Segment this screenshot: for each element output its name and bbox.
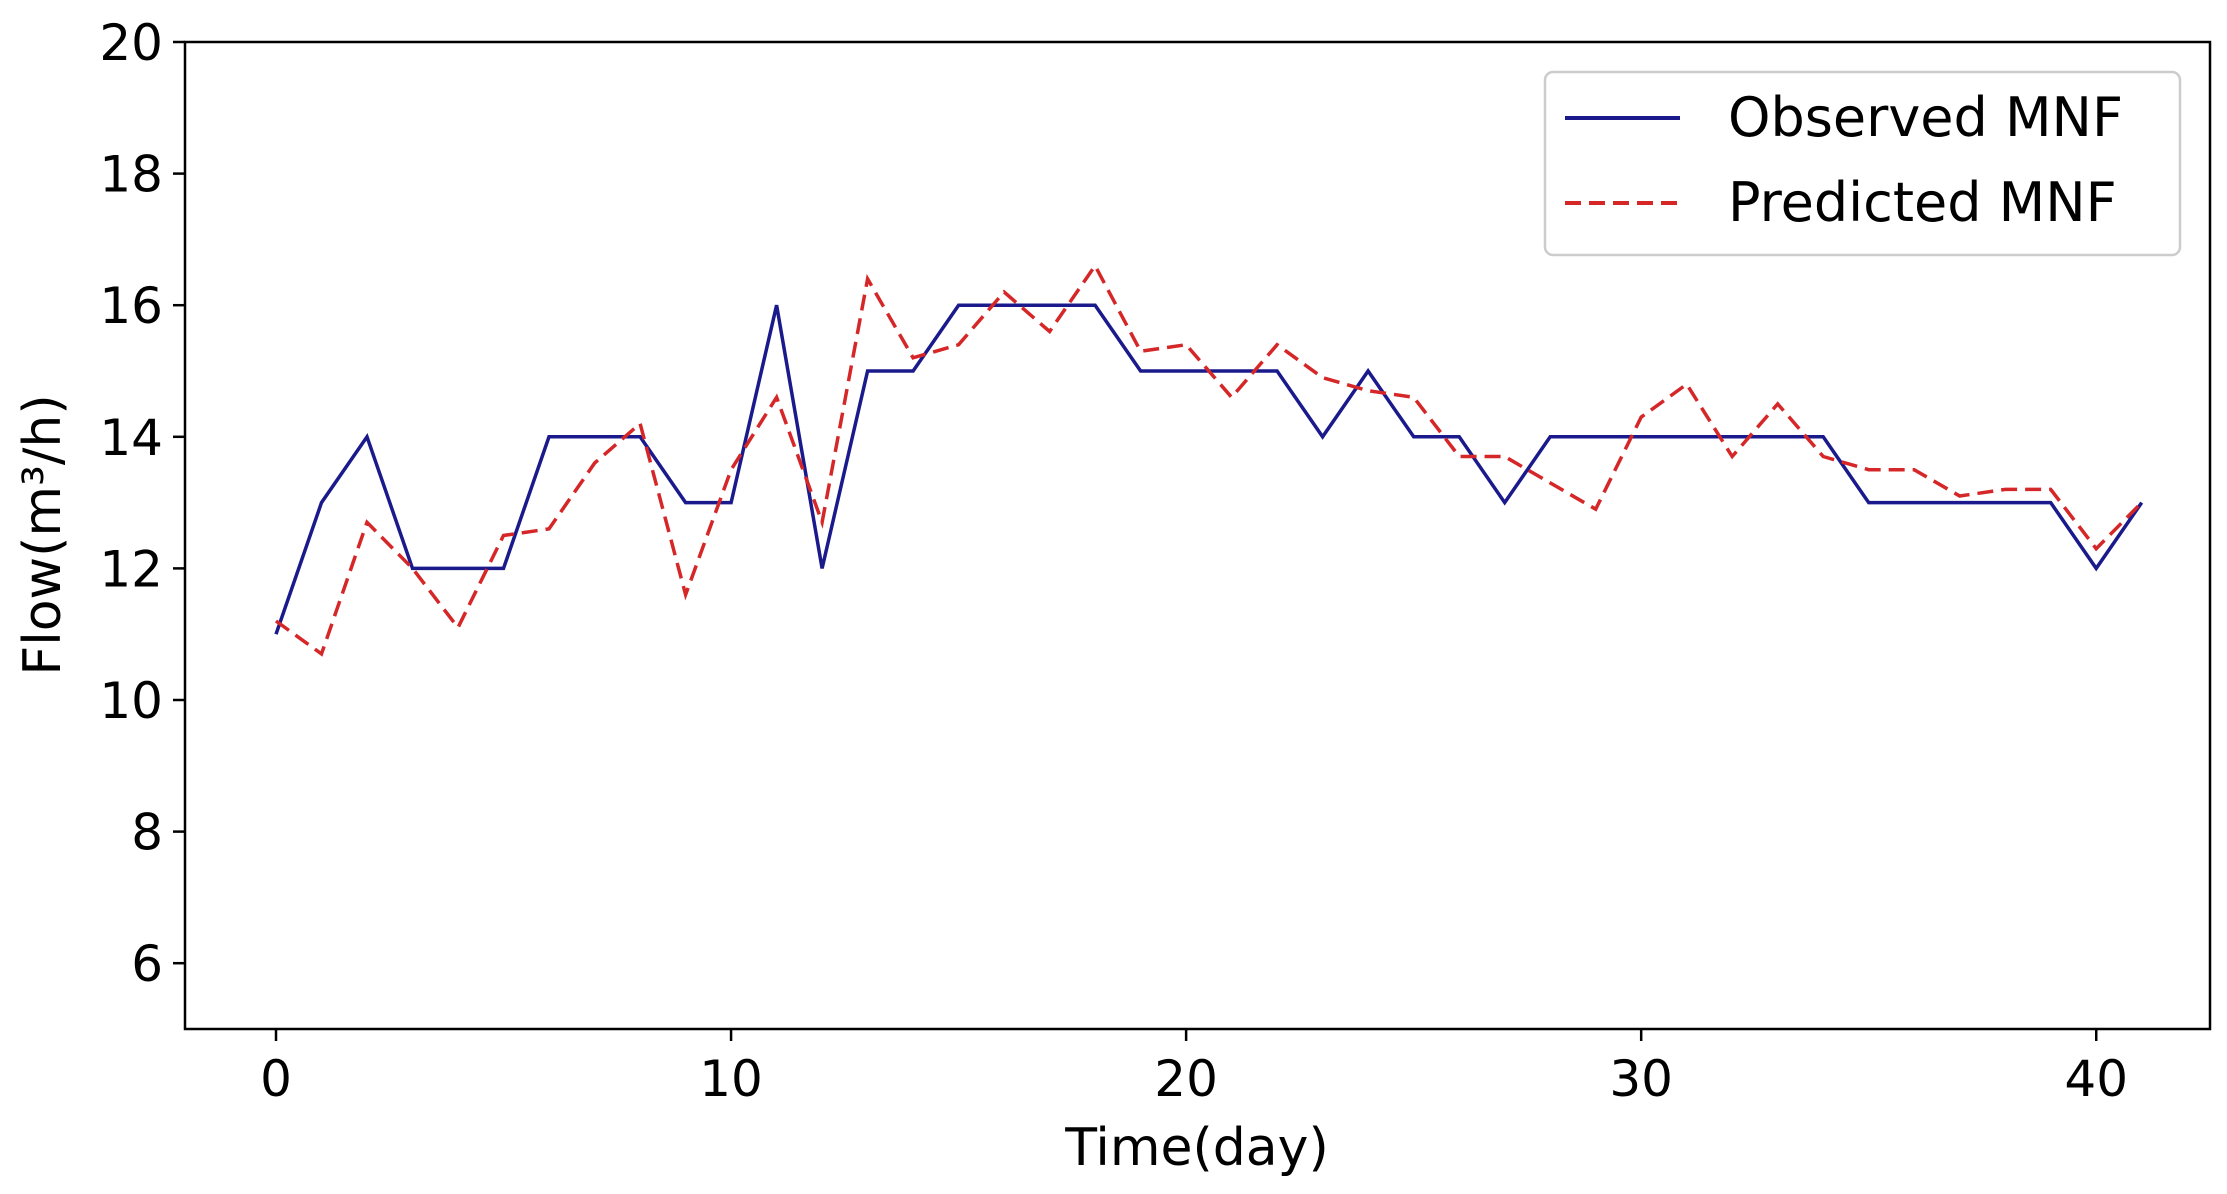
y-tick-label: 10: [99, 672, 163, 730]
y-tick-label: 14: [99, 409, 163, 467]
y-tick-label: 20: [99, 14, 163, 72]
x-tick-label: 10: [699, 1050, 763, 1108]
series-lines: [274, 262, 2144, 657]
y-tick-label: 16: [99, 277, 163, 335]
x-axis-label: Time(day): [1064, 1118, 1328, 1178]
y-tick-label: 12: [99, 540, 163, 598]
y-tick-label: 18: [99, 146, 163, 204]
x-tick-label: 40: [2064, 1050, 2128, 1108]
legend: Observed MNF Predicted MNF: [1543, 70, 2182, 257]
x-tick-label: 0: [260, 1050, 292, 1108]
x-tick-label: 30: [1609, 1050, 1673, 1108]
series-line-predicted: [274, 262, 2143, 657]
legend-box: [1543, 70, 2182, 257]
axis-ticks: 0 10 20 30 40 6 8 10 12 14 16 18 20: [99, 14, 2128, 1108]
legend-label-observed: Observed MNF: [1728, 86, 2123, 149]
legend-label-predicted: Predicted MNF: [1728, 171, 2117, 234]
x-tick-label: 20: [1154, 1050, 1218, 1108]
y-axis-label: Flow(m³/h): [13, 394, 73, 675]
y-tick-label: 6: [131, 935, 163, 993]
y-tick-label: 8: [131, 804, 163, 862]
